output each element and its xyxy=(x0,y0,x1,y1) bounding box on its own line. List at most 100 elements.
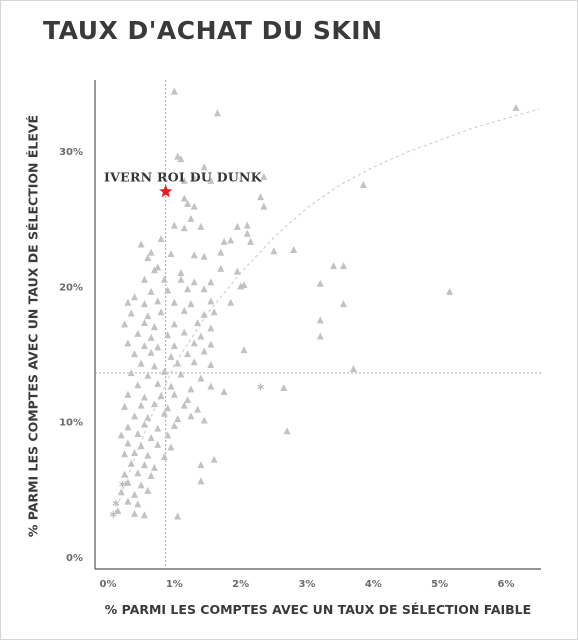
data-point xyxy=(147,348,155,356)
data-point xyxy=(190,339,198,347)
data-point xyxy=(217,248,225,256)
data-point xyxy=(180,194,188,202)
data-point xyxy=(137,442,145,450)
data-point xyxy=(180,401,188,409)
data-point xyxy=(233,222,241,230)
data-point xyxy=(124,478,132,486)
data-point xyxy=(174,512,182,520)
trend-line xyxy=(112,108,540,518)
data-point xyxy=(446,287,454,295)
data-point xyxy=(180,176,188,184)
data-point xyxy=(200,347,208,355)
highlight-group: IVERN ROI DU DUNK xyxy=(104,170,262,198)
y-tick-label: 20% xyxy=(59,282,83,293)
data-point xyxy=(131,490,139,498)
data-point xyxy=(177,268,185,276)
data-point xyxy=(197,222,205,230)
data-point xyxy=(512,103,520,111)
data-point xyxy=(137,359,145,367)
data-point xyxy=(137,481,145,489)
data-point xyxy=(140,300,148,308)
data-point xyxy=(170,390,178,398)
data-point xyxy=(121,320,129,328)
data-point xyxy=(316,332,324,340)
reference-lines xyxy=(95,80,541,569)
data-point xyxy=(240,281,248,289)
data-point xyxy=(124,497,132,505)
data-point xyxy=(164,431,172,439)
data-point xyxy=(227,298,235,306)
data-point xyxy=(140,420,148,428)
data-point xyxy=(200,416,208,424)
data-point xyxy=(197,332,205,340)
data-point xyxy=(184,199,192,207)
data-point xyxy=(190,174,198,182)
data-point-asterisk: * xyxy=(257,382,265,398)
data-point xyxy=(190,278,198,286)
data-point xyxy=(131,293,139,301)
axes xyxy=(94,80,541,570)
x-tick-label: 5% xyxy=(431,579,448,590)
data-point xyxy=(144,451,152,459)
data-point xyxy=(174,359,182,367)
data-point xyxy=(160,409,168,417)
y-tick-label: 0% xyxy=(66,553,83,564)
data-point xyxy=(167,443,175,451)
data-point xyxy=(220,237,228,245)
data-point xyxy=(290,245,298,253)
data-point xyxy=(200,285,208,293)
data-point xyxy=(330,262,338,270)
data-point xyxy=(177,370,185,378)
data-point xyxy=(131,509,139,517)
x-tick-label: 0% xyxy=(100,579,117,590)
data-point xyxy=(207,297,215,305)
data-point xyxy=(131,448,139,456)
data-point xyxy=(117,488,125,496)
data-point xyxy=(147,434,155,442)
data-point xyxy=(270,247,278,255)
data-point xyxy=(174,152,182,160)
data-point xyxy=(260,172,268,180)
data-point xyxy=(257,193,265,201)
data-point xyxy=(140,393,148,401)
data-point xyxy=(144,486,152,494)
data-point xyxy=(147,287,155,295)
data-point xyxy=(131,350,139,358)
data-point xyxy=(154,343,162,351)
data-point xyxy=(210,308,218,316)
x-tick-label: 3% xyxy=(299,579,316,590)
data-point xyxy=(227,236,235,244)
data-point xyxy=(187,300,195,308)
data-point xyxy=(260,202,268,210)
data-point xyxy=(187,412,195,420)
data-point xyxy=(170,342,178,350)
data-point xyxy=(207,324,215,332)
data-point xyxy=(184,396,192,404)
data-point xyxy=(121,402,129,410)
data-point xyxy=(220,388,228,396)
highlight-star-icon xyxy=(159,184,173,198)
x-tick-label: 2% xyxy=(232,579,249,590)
data-point xyxy=(140,319,148,327)
data-point xyxy=(243,221,251,229)
data-point xyxy=(240,346,248,354)
data-point-asterisk: * xyxy=(112,499,120,515)
data-point xyxy=(197,374,205,382)
x-tick-label: 1% xyxy=(166,579,183,590)
data-point xyxy=(194,405,202,413)
data-point xyxy=(180,306,188,314)
data-point xyxy=(349,365,357,373)
data-point xyxy=(124,298,132,306)
data-point xyxy=(124,339,132,347)
data-point xyxy=(134,329,142,337)
data-point xyxy=(170,87,178,95)
data-point xyxy=(207,278,215,286)
data-point xyxy=(187,214,195,222)
data-point xyxy=(140,342,148,350)
chart-title: TAUX D'ACHAT DU SKIN xyxy=(43,16,383,45)
data-point xyxy=(127,309,135,317)
data-point xyxy=(200,163,208,171)
data-point xyxy=(131,412,139,420)
